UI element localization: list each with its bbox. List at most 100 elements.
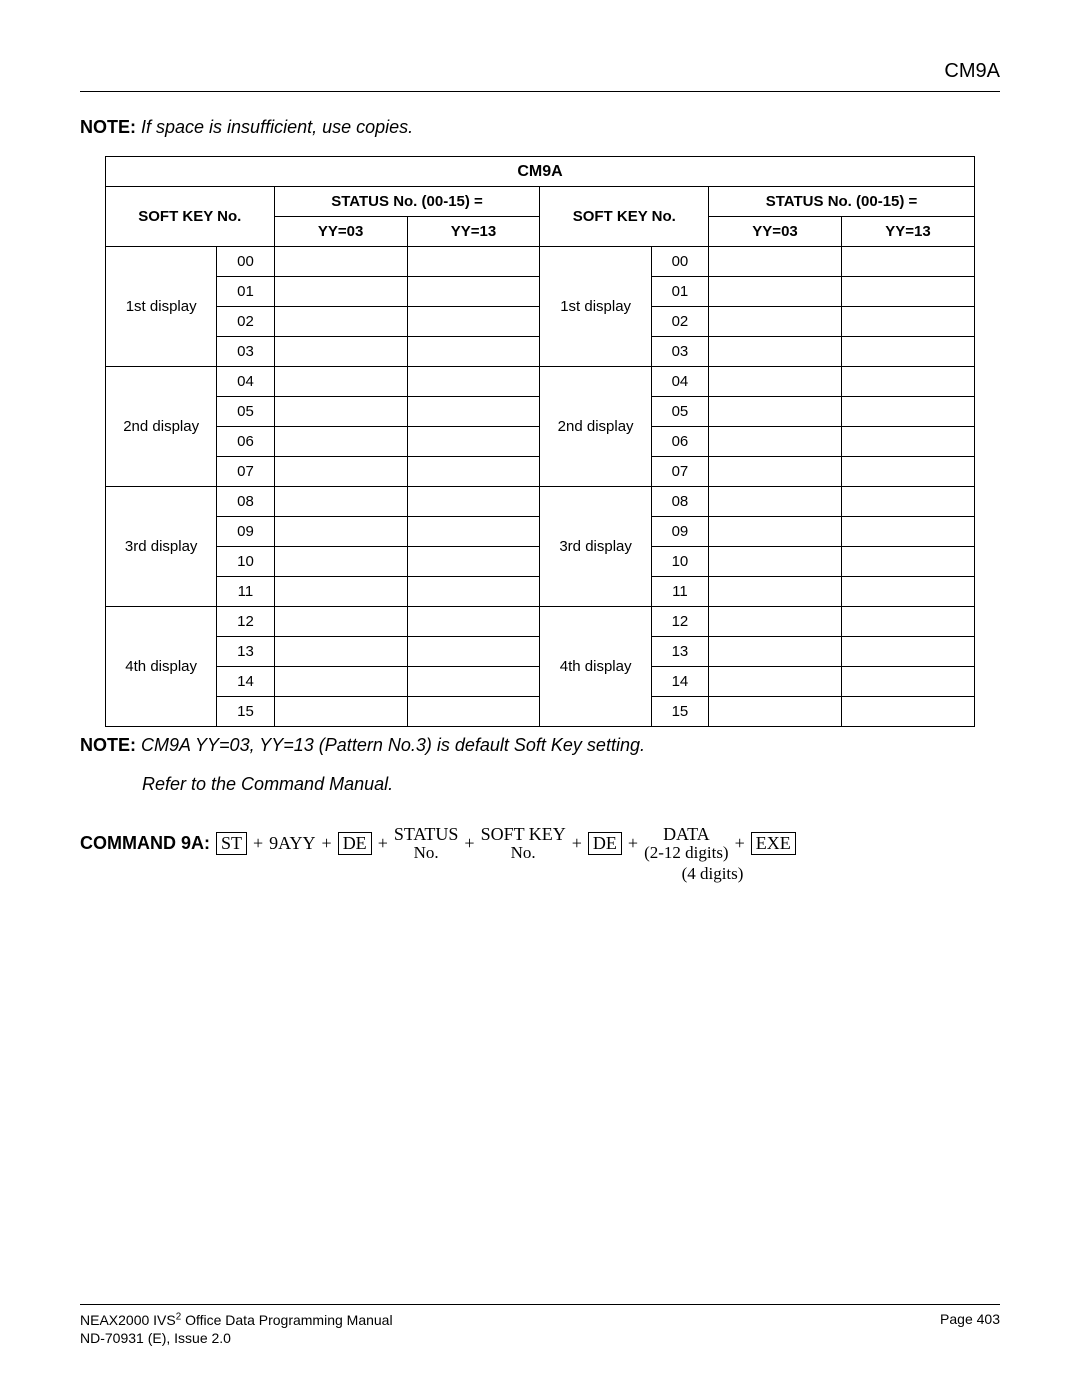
softkey-num: 00 bbox=[651, 247, 708, 277]
softkey-num: 11 bbox=[217, 577, 274, 607]
softkey-num: 03 bbox=[217, 337, 274, 367]
softkey-num: 00 bbox=[217, 247, 274, 277]
value-cell bbox=[709, 397, 842, 427]
value-cell bbox=[407, 487, 540, 517]
value-cell bbox=[709, 667, 842, 697]
softkey-num: 13 bbox=[651, 637, 708, 667]
value-cell bbox=[709, 487, 842, 517]
softkey-num: 14 bbox=[217, 667, 274, 697]
display-label: 1st display bbox=[540, 247, 651, 367]
value-cell bbox=[842, 667, 975, 697]
status-no: STATUS No. bbox=[394, 825, 459, 862]
page-section-label: CM9A bbox=[80, 60, 1000, 83]
value-cell bbox=[407, 337, 540, 367]
value-cell bbox=[274, 697, 407, 727]
softkey-num: 09 bbox=[217, 517, 274, 547]
value-cell bbox=[407, 667, 540, 697]
value-cell bbox=[407, 547, 540, 577]
softkey-num: 06 bbox=[217, 427, 274, 457]
softkey-num: 08 bbox=[217, 487, 274, 517]
softkey-num: 10 bbox=[217, 547, 274, 577]
value-cell bbox=[709, 607, 842, 637]
yy13-header-1: YY=13 bbox=[407, 217, 540, 247]
softkey-num: 10 bbox=[651, 547, 708, 577]
value-cell bbox=[842, 577, 975, 607]
value-cell bbox=[407, 577, 540, 607]
key-de-2: DE bbox=[588, 832, 622, 856]
value-cell bbox=[709, 427, 842, 457]
table-title: CM9A bbox=[106, 157, 975, 187]
plus: + bbox=[378, 833, 388, 854]
note-1: NOTE: If space is insufficient, use copi… bbox=[80, 117, 1000, 138]
value-cell bbox=[274, 487, 407, 517]
softkey-num: 06 bbox=[651, 427, 708, 457]
value-cell bbox=[709, 577, 842, 607]
value-cell bbox=[842, 427, 975, 457]
softkey-num: 14 bbox=[651, 667, 708, 697]
plus: + bbox=[628, 833, 638, 854]
softkey-num: 03 bbox=[651, 337, 708, 367]
softkey-num: 15 bbox=[651, 697, 708, 727]
note2-refer: Refer to the Command Manual. bbox=[142, 774, 1000, 795]
page-footer: NEAX2000 IVS2 Office Data Programming Ma… bbox=[80, 1304, 1000, 1347]
note2-label: NOTE: bbox=[80, 735, 136, 755]
cmd-9ayy: 9AYY bbox=[269, 833, 315, 854]
value-cell bbox=[274, 637, 407, 667]
softkey-num: 05 bbox=[217, 397, 274, 427]
value-cell bbox=[274, 247, 407, 277]
value-cell bbox=[842, 697, 975, 727]
value-cell bbox=[407, 307, 540, 337]
value-cell bbox=[274, 337, 407, 367]
value-cell bbox=[709, 247, 842, 277]
plus: + bbox=[253, 833, 263, 854]
value-cell bbox=[274, 457, 407, 487]
cm9a-table: CM9A SOFT KEY No. STATUS No. (00-15) = S… bbox=[105, 156, 975, 727]
value-cell bbox=[407, 427, 540, 457]
softkey-num: 08 bbox=[651, 487, 708, 517]
yy03-header-1: YY=03 bbox=[274, 217, 407, 247]
value-cell bbox=[709, 277, 842, 307]
display-label: 3rd display bbox=[106, 487, 217, 607]
command-label: COMMAND 9A: bbox=[80, 833, 210, 854]
plus: + bbox=[735, 833, 745, 854]
softkey-header-2: SOFT KEY No. bbox=[540, 187, 709, 247]
value-cell bbox=[709, 637, 842, 667]
softkey-num: 05 bbox=[651, 397, 708, 427]
display-label: 1st display bbox=[106, 247, 217, 367]
value-cell bbox=[407, 457, 540, 487]
value-cell bbox=[709, 517, 842, 547]
softkey-num: 02 bbox=[651, 307, 708, 337]
softkey-num: 07 bbox=[217, 457, 274, 487]
value-cell bbox=[842, 547, 975, 577]
value-cell bbox=[274, 277, 407, 307]
display-label: 2nd display bbox=[540, 367, 651, 487]
softkey-num: 01 bbox=[651, 277, 708, 307]
note-text: If space is insufficient, use copies. bbox=[141, 117, 413, 137]
softkey-no: SOFT KEY No. bbox=[481, 825, 566, 862]
softkey-num: 01 bbox=[217, 277, 274, 307]
value-cell bbox=[709, 457, 842, 487]
value-cell bbox=[407, 637, 540, 667]
value-cell bbox=[407, 397, 540, 427]
note-label: NOTE: bbox=[80, 117, 136, 137]
value-cell bbox=[842, 517, 975, 547]
softkey-num: 04 bbox=[217, 367, 274, 397]
value-cell bbox=[274, 547, 407, 577]
value-cell bbox=[407, 697, 540, 727]
value-cell bbox=[842, 337, 975, 367]
softkey-num: 15 bbox=[217, 697, 274, 727]
value-cell bbox=[274, 577, 407, 607]
softkey-num: 12 bbox=[217, 607, 274, 637]
value-cell bbox=[709, 547, 842, 577]
value-cell bbox=[274, 427, 407, 457]
value-cell bbox=[274, 397, 407, 427]
yy13-header-2: YY=13 bbox=[842, 217, 975, 247]
softkey-num: 12 bbox=[651, 607, 708, 637]
value-cell bbox=[274, 607, 407, 637]
key-st: ST bbox=[216, 832, 247, 856]
softkey-header-1: SOFT KEY No. bbox=[106, 187, 275, 247]
value-cell bbox=[842, 397, 975, 427]
softkey-num: 09 bbox=[651, 517, 708, 547]
softkey-num: 11 bbox=[651, 577, 708, 607]
value-cell bbox=[842, 367, 975, 397]
